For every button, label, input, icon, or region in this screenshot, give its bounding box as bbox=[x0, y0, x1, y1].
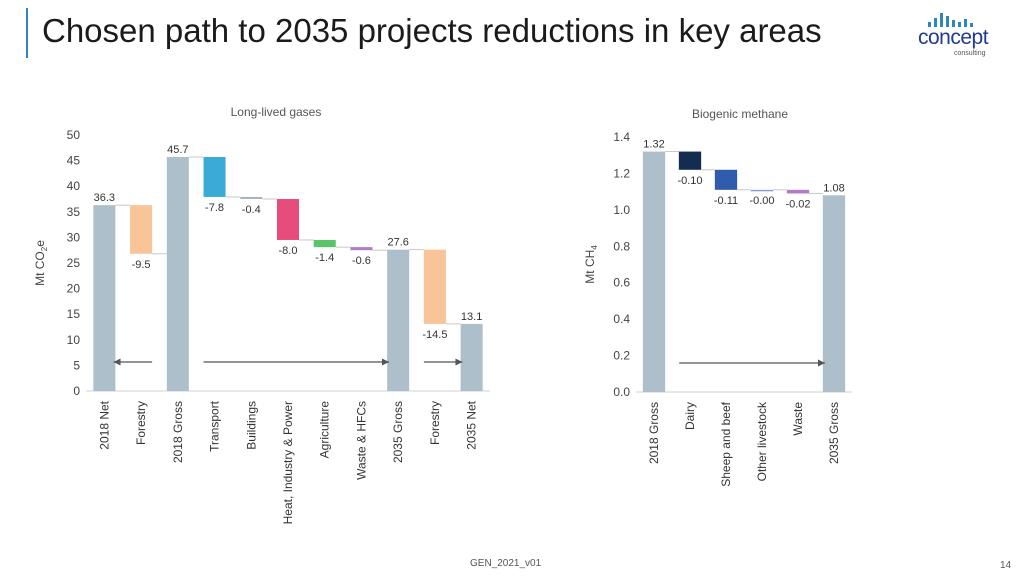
data-label-2018-net-0: 36.3 bbox=[94, 192, 115, 204]
data-label-forestry-9: -14.5 bbox=[422, 329, 447, 341]
bar-waste-hfcs-7 bbox=[350, 247, 373, 251]
data-label-agriculture-6: -1.4 bbox=[315, 252, 334, 264]
x-tick-label-2018-gross: 2018 Gross bbox=[171, 401, 185, 463]
x-tick-label-2018-gross: 2018 Gross bbox=[647, 402, 661, 464]
data-label-waste-hfcs-7: -0.6 bbox=[352, 255, 371, 267]
bar-other-livestock-3 bbox=[750, 189, 774, 192]
y-tick-label: 30 bbox=[67, 230, 81, 244]
concept-consulting-logo: concept consulting bbox=[918, 10, 990, 60]
y-tick-label: 25 bbox=[67, 256, 81, 270]
y-tick-label: 35 bbox=[67, 205, 81, 219]
data-label-2035-net-10: 13.1 bbox=[461, 311, 482, 323]
y-tick-label: 45 bbox=[67, 154, 81, 168]
title-accent-bar bbox=[26, 8, 28, 58]
data-label-2018-gross-2: 45.7 bbox=[167, 144, 188, 156]
bar-2018-gross-0 bbox=[642, 151, 666, 392]
y-tick-label: 1.4 bbox=[613, 130, 630, 144]
bar-forestry-1 bbox=[130, 205, 153, 254]
data-label-dairy-1: -0.10 bbox=[677, 175, 702, 187]
bar-forestry-9 bbox=[423, 249, 446, 324]
bar-buildings-4 bbox=[240, 196, 263, 199]
bar-sheep-and-beef-2 bbox=[714, 169, 738, 190]
y-tick-label: 1.2 bbox=[613, 166, 630, 180]
y-tick-label: 1.0 bbox=[613, 203, 630, 217]
x-tick-label-transport: Transport bbox=[208, 400, 222, 452]
data-label-other-livestock-3: -0.00 bbox=[749, 195, 774, 207]
x-tick-label-forestry: Forestry bbox=[428, 401, 442, 445]
y-tick-label: 20 bbox=[67, 282, 81, 296]
x-tick-label-2035-gross: 2035 Gross bbox=[827, 402, 841, 464]
biogenic-methane-chart: Biogenic methane Mt CH4 0.0 0.2 0.4 0.6 0.8 1.0… bbox=[583, 107, 852, 487]
footer-code: GEN_2021_v01 bbox=[470, 558, 542, 569]
y-tick-label: 50 bbox=[67, 128, 81, 142]
x-tick-label-2018-net: 2018 Net bbox=[97, 400, 111, 449]
data-label-heat-industry-power-5: -8.0 bbox=[279, 245, 298, 257]
y-tick-label: 10 bbox=[67, 333, 81, 347]
bar-2035-gross-8 bbox=[387, 249, 410, 391]
x-tick-label-other-livestock: Other livestock bbox=[755, 401, 769, 481]
long-lived-gases-chart: Long-lived gases Mt CO2e 0 5 10 15 20 25 30 35 40 4… bbox=[33, 105, 490, 524]
y-tick-label: 0.6 bbox=[613, 276, 630, 290]
bar-transport-3 bbox=[203, 157, 226, 197]
x-tick-label-forestry: Forestry bbox=[134, 401, 148, 445]
x-tick-label-agriculture: Agriculture bbox=[318, 401, 332, 459]
bar-heat-industry-power-5 bbox=[276, 199, 300, 240]
logo-text: concept bbox=[918, 26, 989, 49]
bar-2035-gross-5 bbox=[822, 195, 846, 392]
bar-2035-net-10 bbox=[460, 323, 483, 391]
bar-agriculture-6 bbox=[313, 239, 336, 248]
data-label-waste-4: -0.02 bbox=[785, 198, 810, 210]
slide-title: Chosen path to 2035 projects reductions … bbox=[42, 12, 822, 49]
bar-dairy-1 bbox=[678, 151, 702, 170]
arrow-head-icon bbox=[455, 358, 463, 366]
y-tick-label: 40 bbox=[67, 179, 81, 193]
logo-subtext: consulting bbox=[954, 50, 986, 57]
y-tick-label: 15 bbox=[67, 307, 81, 321]
page-number: 14 bbox=[1000, 560, 1012, 571]
data-label-forestry-1: -9.5 bbox=[132, 259, 151, 271]
bar-waste-4 bbox=[786, 189, 810, 194]
data-label-2035-gross-8: 27.6 bbox=[387, 237, 408, 249]
y-tick-label: 5 bbox=[73, 358, 80, 372]
y-tick-label: 0 bbox=[73, 384, 80, 398]
y-tick-label: 0.8 bbox=[613, 239, 630, 253]
x-tick-label-2035-gross: 2035 Gross bbox=[391, 401, 405, 463]
data-label-transport-3: -7.8 bbox=[205, 202, 224, 214]
data-label-sheep-and-beef-2: -0.11 bbox=[714, 195, 738, 207]
x-tick-label-heat-industry-power: Heat, Industry & Power bbox=[281, 401, 295, 524]
arrow-head-icon bbox=[818, 359, 825, 367]
arrow-head-icon bbox=[382, 358, 389, 366]
chart-title: Long-lived gases bbox=[231, 105, 322, 119]
data-label-2018-gross-0: 1.32 bbox=[643, 139, 664, 151]
x-tick-label-sheep-and-beef: Sheep and beef bbox=[719, 401, 733, 486]
y-tick-label: 0.2 bbox=[613, 349, 630, 363]
data-label-buildings-4: -0.4 bbox=[242, 204, 261, 216]
y-axis-label: Mt CH4 bbox=[583, 245, 599, 284]
chart-title: Biogenic methane bbox=[692, 107, 788, 121]
logo-bars-icon bbox=[928, 13, 973, 27]
x-tick-label-2035-net: 2035 Net bbox=[465, 400, 479, 449]
y-tick-label: 0.4 bbox=[613, 312, 630, 326]
x-tick-label-waste-hfcs: Waste & HFCs bbox=[354, 401, 368, 480]
x-tick-label-buildings: Buildings bbox=[244, 401, 258, 450]
x-tick-label-dairy: Dairy bbox=[683, 402, 697, 430]
data-label-2035-gross-5: 1.08 bbox=[823, 182, 844, 194]
arrow-head-icon bbox=[113, 358, 121, 366]
bar-2018-net-0 bbox=[93, 205, 116, 391]
y-axis-label: Mt CO2e bbox=[33, 240, 49, 286]
y-tick-label: 0.0 bbox=[613, 385, 630, 399]
bar-2018-gross-2 bbox=[166, 157, 189, 391]
x-tick-label-waste: Waste bbox=[791, 402, 805, 436]
